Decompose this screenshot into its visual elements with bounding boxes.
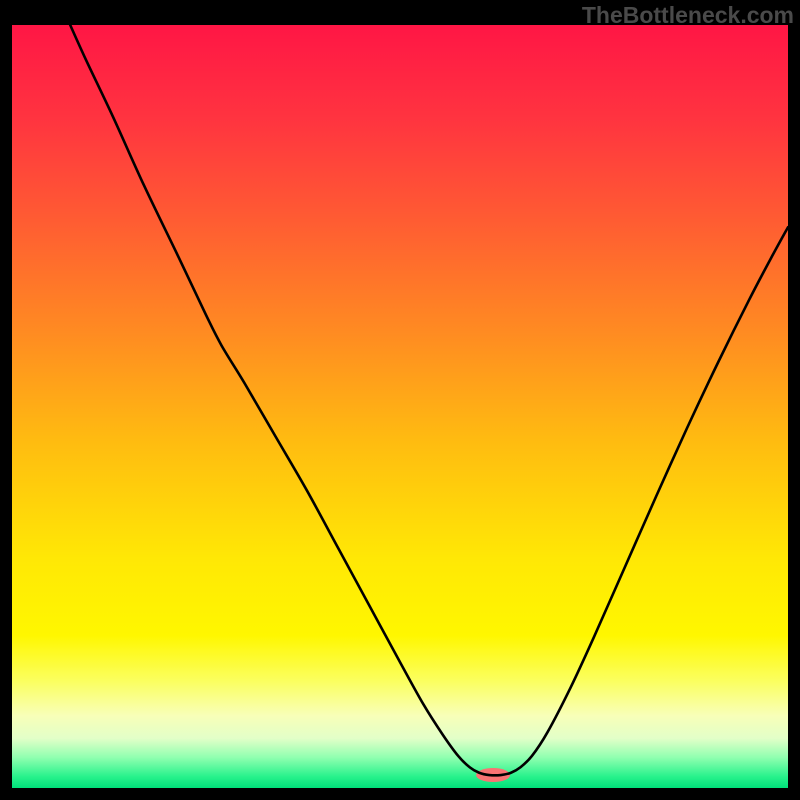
chart-stage: TheBottleneck.com — [0, 0, 800, 800]
bottleneck-chart — [0, 0, 800, 800]
watermark-text: TheBottleneck.com — [582, 2, 794, 29]
plot-background — [12, 25, 788, 788]
